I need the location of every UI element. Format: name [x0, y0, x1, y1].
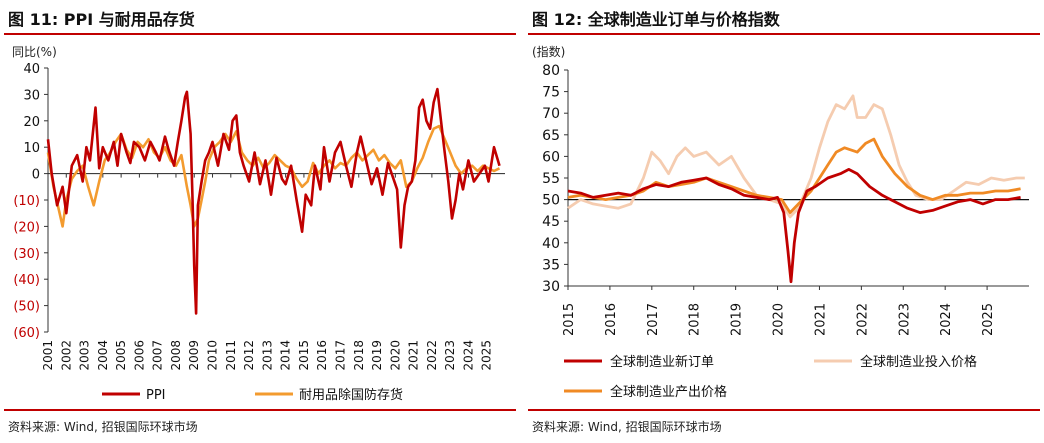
- left-x-tick-label: 2017: [333, 340, 347, 371]
- left-y-tick-label: 0: [32, 168, 40, 183]
- right-x-tick-label: 2025: [981, 303, 996, 336]
- left-x-tick-label: 2022: [425, 340, 439, 371]
- right-chart-title: 图 12: 全球制造业订单与价格指数: [532, 10, 780, 29]
- left-x-tick-label: 2012: [242, 340, 256, 371]
- right-y-tick-label: 45: [542, 214, 560, 230]
- right-x-tick-label: 2021: [813, 303, 828, 336]
- left-x-tick-label: 2023: [443, 340, 457, 371]
- left-y-tick-label: 10: [23, 141, 40, 156]
- right-legend-label-3: 全球制造业产出价格: [610, 384, 727, 400]
- left-x-tick-label: 2002: [59, 340, 73, 371]
- right-panel: 图 12: 全球制造业订单与价格指数 (指数) 30 35 40 45 50 55 60 65 7…: [524, 0, 1044, 443]
- left-y-tick-label: 30: [23, 88, 40, 103]
- left-y-tick-label: (50): [13, 300, 40, 315]
- left-y-tick-label: (40): [13, 273, 40, 288]
- right-y-tick-label: 70: [542, 106, 560, 122]
- left-y-tick-label: (20): [13, 220, 40, 235]
- right-x-tick-label: 2024: [939, 303, 954, 336]
- left-x-tick-label: 2003: [78, 340, 92, 371]
- left-x-tick-label: 2001: [41, 340, 55, 371]
- left-chart: 同比(%)403020100(10)(20)(30)(40)(50)(60)20…: [12, 45, 505, 403]
- left-x-tick-label: 2011: [224, 340, 238, 371]
- right-chart: (指数) 30 35 40 45 50 55 60 65 70 75 80 2015 2016 2017 20…: [532, 44, 1029, 400]
- right-y-tick-label: 65: [542, 128, 560, 144]
- left-y-tick-label: (60): [13, 326, 40, 341]
- right-x-tick-label: 2022: [855, 303, 870, 336]
- right-x-tick-label: 2015: [562, 303, 577, 336]
- left-y-tick-label: (10): [13, 194, 40, 209]
- left-y-tick-label: 40: [23, 62, 40, 77]
- right-y-tick-label: 75: [542, 85, 560, 101]
- right-source-note: 资料来源: Wind, 招银国际环球市场: [532, 420, 722, 434]
- right-x-tick-label: 2018: [688, 303, 703, 336]
- right-legend-label-2: 全球制造业投入价格: [860, 354, 977, 370]
- right-y-tick-label: 60: [542, 149, 560, 165]
- right-y-tick-label: 50: [542, 193, 560, 209]
- right-x-tick-label: 2019: [730, 303, 745, 336]
- left-x-tick-label: 2019: [370, 340, 384, 371]
- left-source-note: 资料来源: Wind, 招银国际环球市场: [8, 420, 198, 434]
- right-x-tick-label: 2020: [772, 303, 787, 336]
- left-y-tick-label: (30): [13, 247, 40, 262]
- right-x-tick-label: 2023: [897, 303, 912, 336]
- right-source-rule: [528, 409, 1040, 411]
- right-series-output-prices-line: [567, 137, 1021, 215]
- right-y-axis-label: (指数): [532, 44, 565, 59]
- right-series-input-prices-line: [567, 94, 1025, 219]
- right-y-tick-label: 40: [542, 236, 560, 252]
- left-series-ppi-line: [46, 87, 501, 315]
- right-y-tick-label: 35: [542, 257, 560, 273]
- left-title-rule: [4, 33, 516, 35]
- right-legend-label-1: 全球制造业新订单: [610, 354, 714, 370]
- right-y-tick-label: 80: [542, 63, 560, 79]
- left-x-tick-label: 2006: [132, 340, 146, 371]
- left-x-tick-label: 2013: [260, 340, 274, 371]
- left-x-tick-label: 2018: [352, 340, 366, 371]
- right-title-rule: [528, 33, 1040, 35]
- left-chart-title: 图 11: PPI 与耐用品存货: [8, 10, 195, 29]
- left-x-tick-label: 2005: [114, 340, 128, 371]
- right-series-new-orders-line: [567, 167, 1021, 284]
- left-x-tick-label: 2020: [388, 340, 402, 371]
- left-x-tick-label: 2009: [187, 340, 201, 371]
- left-legend-label-2: 耐用品除国防存货: [299, 387, 403, 403]
- left-x-tick-label: 2008: [169, 340, 183, 371]
- left-y-axis-label: 同比(%): [12, 45, 57, 59]
- left-x-tick-label: 2016: [315, 340, 329, 371]
- right-y-tick-label: 55: [542, 171, 560, 187]
- left-x-tick-label: 2007: [151, 340, 165, 371]
- left-source-rule: [4, 409, 516, 411]
- left-x-tick-label: 2015: [297, 340, 311, 371]
- right-y-tick-label: 30: [542, 279, 560, 295]
- left-x-tick-label: 2004: [96, 340, 110, 371]
- left-x-tick-label: 2024: [461, 340, 475, 371]
- left-x-tick-label: 2021: [407, 340, 421, 371]
- left-panel: 图 11: PPI 与耐用品存货 同比(%) 40 30 20 10 0 (10) (20)(…: [0, 0, 520, 443]
- left-x-tick-label: 2025: [480, 340, 494, 371]
- left-x-tick-label: 2014: [279, 340, 293, 371]
- left-legend-label-1: PPI: [146, 388, 166, 403]
- right-x-tick-label: 2016: [604, 303, 619, 336]
- left-x-tick-label: 2010: [206, 340, 220, 371]
- right-x-tick-label: 2017: [646, 303, 661, 336]
- left-y-tick-label: 20: [23, 115, 40, 130]
